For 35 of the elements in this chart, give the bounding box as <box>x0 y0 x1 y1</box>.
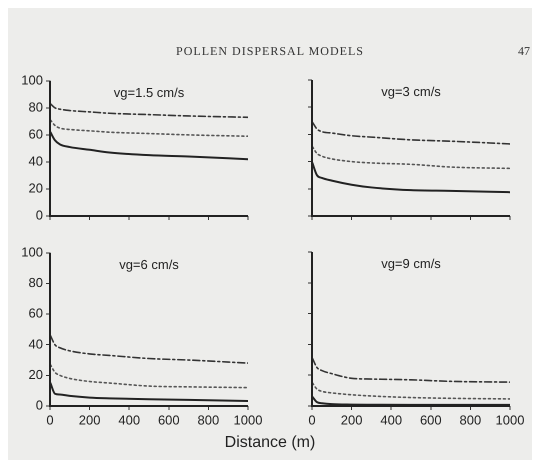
y-tick-label: 100 <box>21 72 43 88</box>
x-tick-label: 600 <box>420 412 442 428</box>
chart-title: vg=9 cm/s <box>381 256 442 272</box>
text: POLLEN DISPERSAL MODELS <box>176 44 364 58</box>
y-tick-label: 80 <box>28 275 43 290</box>
x-tick-label: 0 <box>46 412 54 428</box>
text: 47 <box>518 44 530 59</box>
x-tick-label: 200 <box>340 412 362 428</box>
x-tick-label: 1000 <box>234 412 262 428</box>
x-axis-title: Distance (m) <box>224 434 316 452</box>
x-tick-label: 800 <box>198 412 220 428</box>
y-tick-label: 0 <box>36 398 43 413</box>
chart-title: vg=3 cm/s <box>381 84 442 100</box>
chart-title: vg=6 cm/s <box>119 256 180 272</box>
x-tick-label: 400 <box>380 412 402 428</box>
y-tick-label: 60 <box>28 126 43 142</box>
y-tick-label: 0 <box>36 208 43 223</box>
y-tick-label: 100 <box>21 244 43 260</box>
x-tick-label: 1000 <box>496 412 524 428</box>
y-tick-label: 20 <box>28 180 43 196</box>
line-series <box>50 119 248 138</box>
y-tick-label: 40 <box>28 336 43 352</box>
y-tick-label: 20 <box>28 366 43 382</box>
y-tick-label: 60 <box>28 306 43 321</box>
x-tick-label: 600 <box>158 412 180 428</box>
x-tick-label: 400 <box>118 412 140 428</box>
chart-title: vg=1.5 cm/s <box>114 84 185 100</box>
y-tick-label: 40 <box>28 154 43 168</box>
line-series <box>50 334 248 364</box>
x-tick-label: 0 <box>308 412 316 428</box>
line-series <box>50 102 248 118</box>
x-tick-label: 200 <box>78 412 100 428</box>
x-tick-label: 800 <box>460 412 482 428</box>
line-series <box>50 364 248 388</box>
y-tick-label: 80 <box>28 99 43 114</box>
